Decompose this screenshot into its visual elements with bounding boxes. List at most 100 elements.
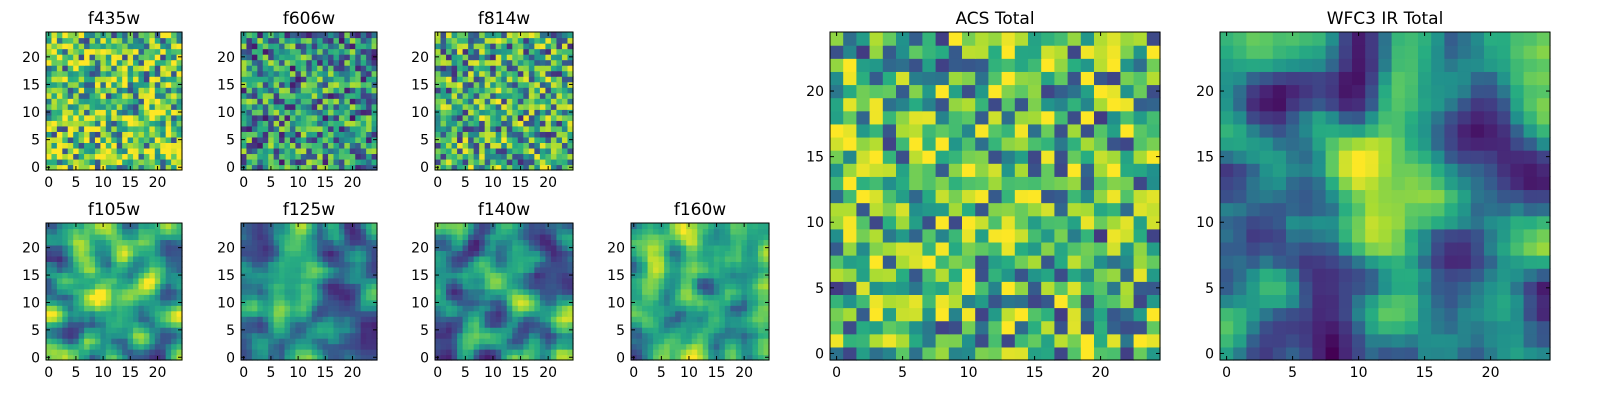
- heatmap-cell: [295, 288, 302, 295]
- heatmap-cell: [338, 261, 345, 268]
- heatmap-cell: [479, 147, 486, 155]
- heatmap-cell: [697, 239, 704, 246]
- heatmap-cell: [46, 87, 53, 94]
- heatmap-cell: [56, 153, 63, 160]
- x-tick-label: 5: [71, 365, 80, 381]
- heatmap-cell: [284, 354, 291, 361]
- heatmap-cell: [366, 261, 373, 268]
- heatmap-cell: [268, 37, 275, 44]
- heatmap-cell: [517, 343, 524, 350]
- heatmap-cell: [122, 147, 129, 155]
- heatmap-cell: [143, 354, 150, 361]
- heatmap-cell: [988, 228, 1003, 243]
- heatmap-cell: [440, 310, 447, 317]
- heatmap-cell: [523, 164, 530, 171]
- heatmap-cell: [122, 54, 129, 61]
- heatmap-cell: [757, 305, 765, 312]
- heatmap-cell: [691, 327, 698, 334]
- heatmap-cell: [896, 215, 910, 230]
- heatmap-cell: [642, 327, 649, 334]
- heatmap-cell: [462, 244, 469, 251]
- heatmap-cell: [279, 239, 286, 246]
- heatmap-cell: [56, 272, 63, 279]
- heatmap-cell: [105, 305, 112, 312]
- heatmap-cell: [468, 239, 475, 246]
- heatmap-cell: [133, 310, 140, 317]
- heatmap-cell: [561, 316, 569, 323]
- heatmap-cell: [741, 343, 748, 350]
- heatmap-cell: [686, 283, 693, 290]
- heatmap-cell: [56, 294, 63, 301]
- heatmap-cell: [295, 338, 302, 345]
- heatmap-cell: [435, 288, 442, 295]
- heatmap-cell: [160, 43, 167, 50]
- axes-frame: [240, 222, 378, 361]
- heatmap-cell: [741, 228, 748, 235]
- heatmap-cell: [160, 343, 167, 350]
- heatmap-cell: [349, 305, 356, 312]
- heatmap-cell: [56, 310, 63, 317]
- heatmap-cell: [89, 32, 96, 39]
- heatmap-cell: [631, 321, 638, 328]
- heatmap-cell: [84, 327, 91, 334]
- heatmap-cell: [273, 294, 280, 301]
- heatmap-cell: [62, 37, 69, 44]
- heatmap-cell: [636, 343, 643, 350]
- heatmap-cell: [435, 125, 442, 132]
- heatmap-cell: [468, 233, 475, 241]
- heatmap-cell: [550, 120, 558, 127]
- heatmap-cell: [165, 316, 172, 323]
- heatmap-cell: [94, 228, 101, 235]
- heatmap-cell: [512, 136, 519, 143]
- heatmap-cell: [479, 98, 486, 105]
- heatmap-cell: [462, 250, 469, 257]
- heatmap-cell: [160, 37, 167, 44]
- heatmap-cell: [506, 266, 513, 273]
- heatmap-cell: [752, 244, 759, 251]
- heatmap-cell: [550, 349, 558, 356]
- heatmap-cell: [752, 294, 759, 301]
- heatmap-cell: [154, 272, 161, 279]
- heatmap-cell: [473, 327, 480, 334]
- heatmap-cell: [636, 283, 643, 290]
- heatmap-cell: [111, 37, 118, 44]
- heatmap-cell: [479, 142, 486, 149]
- heatmap-cell: [322, 92, 329, 99]
- heatmap-cell: [154, 338, 161, 345]
- heatmap-cell: [567, 158, 574, 166]
- heatmap-cell: [94, 109, 101, 116]
- heatmap-cell: [653, 228, 660, 235]
- heatmap-cell: [752, 305, 759, 312]
- heatmap-cell: [468, 343, 475, 350]
- heatmap-cell: [127, 349, 134, 356]
- heatmap-cell: [366, 158, 373, 166]
- heatmap-cell: [84, 343, 91, 350]
- heatmap-cell: [446, 255, 453, 262]
- heatmap-cell: [479, 266, 486, 273]
- heatmap-cell: [176, 70, 183, 77]
- x-tick-label: 20: [539, 365, 557, 381]
- heatmap-cell: [105, 266, 112, 273]
- heatmap-cell: [306, 321, 313, 328]
- heatmap-cell: [46, 288, 53, 295]
- heatmap-cell: [713, 233, 720, 241]
- heatmap-cell: [241, 76, 248, 83]
- heatmap-cell: [56, 125, 63, 132]
- heatmap-cell: [713, 338, 720, 345]
- heatmap-cell: [869, 163, 884, 177]
- heatmap-cell: [149, 59, 156, 66]
- heatmap-cell: [94, 244, 101, 251]
- heatmap-cell: [642, 233, 649, 241]
- heatmap-cell: [171, 48, 178, 55]
- heatmap-cell: [948, 241, 963, 256]
- heatmap-cell: [133, 158, 140, 166]
- heatmap-cell: [830, 333, 844, 348]
- heatmap-cell: [344, 120, 351, 127]
- heatmap-cell: [664, 272, 671, 279]
- heatmap-cell: [160, 136, 167, 143]
- heatmap-cell: [440, 316, 447, 323]
- heatmap-cell: [105, 54, 112, 61]
- heatmap-cell: [462, 294, 469, 301]
- heatmap-cell: [122, 305, 129, 312]
